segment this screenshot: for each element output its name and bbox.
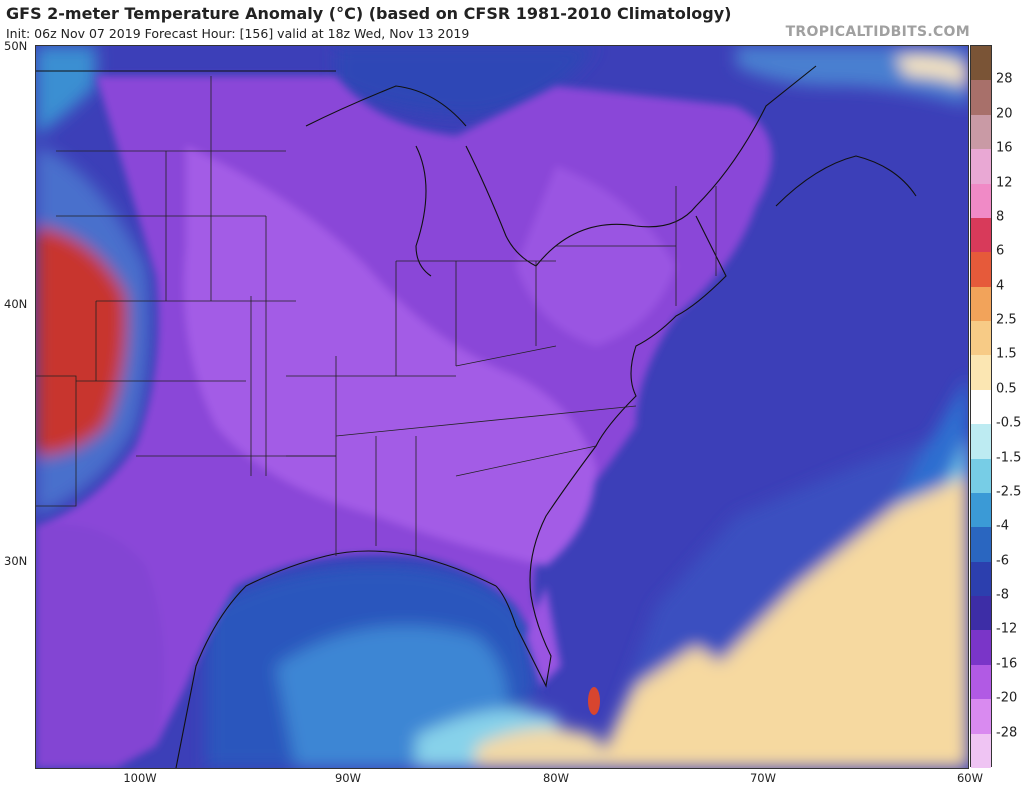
colorbar-label: -1.5 [996, 450, 1022, 466]
colorbar-legend [970, 45, 992, 769]
colorbar-segment [971, 561, 991, 597]
colorbar-label: 1.5 [996, 346, 1017, 362]
colorbar-segment [971, 664, 991, 700]
colorbar-label: -16 [996, 656, 1018, 672]
warm-anomaly-spot [588, 687, 600, 715]
colorbar-segment [971, 355, 991, 391]
colorbar-segment [971, 80, 991, 116]
lon-label-80w: 80W [542, 771, 570, 785]
state-boundaries [36, 76, 717, 556]
colorbar-segment [971, 492, 991, 528]
colorbar-segment [971, 183, 991, 219]
colorbar-label: 4 [996, 278, 1005, 294]
colorbar-label: 12 [996, 175, 1013, 191]
colorbar-label: 2.5 [996, 312, 1017, 328]
colorbar-label: 8 [996, 209, 1005, 225]
colorbar-segment [971, 389, 991, 425]
anomaly-map [35, 45, 969, 769]
colorbar-label: -28 [996, 725, 1018, 741]
colorbar-label: -4 [996, 518, 1009, 534]
colorbar-segment [971, 217, 991, 253]
lon-label-100w: 100W [123, 771, 157, 785]
colorbar-segment [971, 596, 991, 631]
lon-label-90w: 90W [334, 771, 362, 785]
land-shading [36, 76, 772, 768]
colorbar-label: -0.5 [996, 415, 1022, 431]
colorbar-label: -2.5 [996, 484, 1022, 500]
colorbar-segment [971, 286, 991, 322]
coastlines [36, 65, 917, 768]
colorbar-segment [971, 527, 991, 563]
colorbar-label: -8 [996, 587, 1009, 603]
brand-watermark: TROPICALTIDBITS.COM [785, 24, 970, 40]
colorbar-segment [971, 114, 991, 150]
colorbar-segment [971, 733, 991, 769]
map-subtitle: Init: 06z Nov 07 2019 Forecast Hour: [15… [6, 26, 470, 41]
lon-label-70w: 70W [749, 771, 777, 785]
colorbar-label: 0.5 [996, 381, 1017, 397]
colorbar-segment [971, 699, 991, 735]
colorbar-label: 28 [996, 71, 1013, 87]
lat-label-40n: 40N [4, 297, 28, 311]
lon-label-60w: 60W [956, 771, 984, 785]
colorbar-segment [971, 630, 991, 666]
ocean-shading [36, 46, 968, 768]
map-title: GFS 2-meter Temperature Anomaly (°C) (ba… [6, 4, 732, 23]
colorbar-segment [971, 252, 991, 288]
colorbar-label: 16 [996, 140, 1013, 156]
colorbar-segment [971, 149, 991, 185]
colorbar-label: -6 [996, 553, 1009, 569]
colorbar-label: 6 [996, 243, 1005, 259]
colorbar-segment [971, 424, 991, 460]
colorbar-label: -20 [996, 690, 1018, 706]
lat-label-30n: 30N [4, 554, 28, 568]
colorbar-label: 20 [996, 106, 1013, 122]
colorbar-segment [971, 458, 991, 494]
colorbar-segment [971, 321, 991, 356]
lat-label-50n: 50N [4, 39, 28, 53]
colorbar-label: -12 [996, 621, 1018, 637]
colorbar-segment [971, 46, 991, 81]
map-canvas [36, 46, 968, 768]
